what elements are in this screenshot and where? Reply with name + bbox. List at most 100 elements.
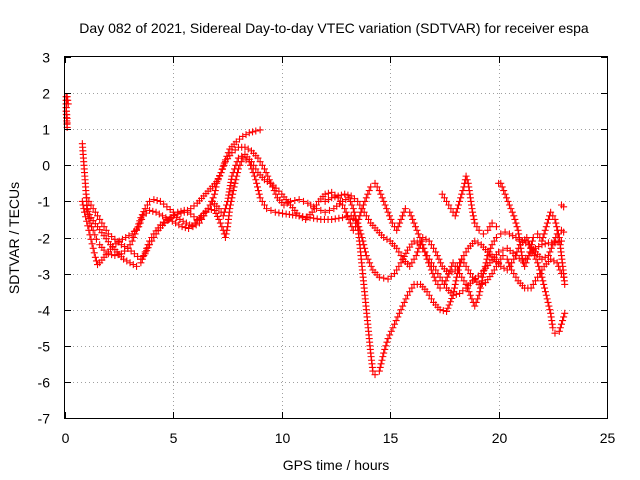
data-point	[216, 219, 224, 227]
data-point	[349, 226, 357, 234]
data-point	[538, 273, 546, 281]
data-point	[460, 277, 468, 285]
data-point	[437, 259, 445, 267]
data-point	[153, 196, 161, 204]
data-point	[339, 214, 347, 222]
data-point	[411, 223, 419, 231]
data-point	[436, 284, 444, 292]
data-point	[539, 234, 547, 241]
x-tick-label: 20	[492, 430, 508, 446]
data-point	[541, 284, 549, 292]
data-point	[84, 208, 92, 216]
data-point	[149, 207, 157, 215]
data-point	[349, 205, 357, 213]
data-point	[395, 309, 403, 317]
data-point	[545, 302, 553, 310]
data-point	[479, 273, 487, 281]
data-point	[398, 212, 406, 220]
data-point	[98, 219, 106, 227]
data-point	[335, 214, 343, 222]
data-point	[138, 211, 146, 219]
data-point	[128, 237, 136, 245]
data-point	[417, 237, 425, 245]
data-point	[469, 208, 477, 216]
data-point	[334, 192, 342, 200]
data-point	[389, 324, 397, 332]
data-point	[393, 244, 401, 252]
data-point	[387, 327, 395, 335]
data-point	[140, 252, 148, 260]
data-point	[528, 241, 536, 249]
data-point	[463, 176, 471, 184]
data-point	[126, 241, 134, 249]
data-point	[83, 194, 91, 202]
data-point	[510, 270, 518, 278]
data-point	[388, 219, 396, 227]
data-point	[215, 215, 223, 223]
data-point	[222, 230, 230, 238]
data-point	[384, 208, 392, 216]
data-point	[393, 266, 401, 274]
data-point	[354, 197, 362, 205]
data-point	[406, 288, 414, 296]
data-point	[177, 207, 185, 215]
data-point	[216, 172, 224, 180]
data-point	[211, 190, 219, 198]
data-point	[465, 288, 473, 296]
data-point	[213, 179, 221, 187]
data-point	[85, 197, 93, 205]
data-point	[402, 249, 410, 257]
data-point	[394, 313, 402, 321]
data-point	[532, 255, 540, 263]
data-point	[471, 302, 479, 310]
data-point	[480, 266, 488, 274]
data-point	[479, 270, 487, 278]
data-point	[272, 190, 280, 198]
data-point	[539, 277, 547, 285]
y-tick-label: -4	[38, 303, 51, 319]
data-point	[364, 255, 372, 263]
data-point	[383, 338, 391, 346]
data-point	[229, 169, 237, 177]
data-point	[91, 253, 99, 261]
data-point	[83, 205, 91, 213]
data-point	[86, 231, 94, 239]
data-point	[358, 205, 366, 213]
data-point	[551, 329, 559, 337]
data-point	[504, 197, 512, 205]
data-point	[385, 212, 393, 220]
data-point	[380, 274, 388, 282]
data-point	[495, 248, 503, 256]
data-point	[275, 209, 283, 217]
data-point	[373, 183, 381, 191]
data-point	[397, 252, 405, 260]
data-point	[423, 288, 431, 296]
x-tick-label: 0	[62, 430, 70, 446]
data-point	[421, 248, 429, 256]
data-point	[299, 197, 307, 205]
data-point	[440, 194, 448, 202]
data-point	[141, 248, 149, 256]
data-point	[544, 252, 552, 260]
data-point	[459, 187, 467, 195]
data-point	[492, 223, 500, 231]
data-point	[356, 201, 364, 209]
data-point	[560, 203, 568, 211]
data-point	[552, 219, 560, 227]
data-point	[367, 262, 375, 270]
data-point	[138, 255, 146, 263]
data-point	[362, 194, 370, 202]
data-point	[256, 158, 264, 166]
data-point	[551, 215, 559, 223]
plot-frame	[64, 56, 608, 419]
data-point	[254, 154, 262, 162]
data-point	[458, 190, 466, 198]
data-point	[554, 230, 562, 238]
data-point	[501, 228, 509, 236]
data-point	[521, 262, 529, 270]
data-point	[258, 161, 266, 169]
data-point	[536, 266, 544, 274]
data-point	[399, 302, 407, 310]
data-point	[523, 234, 531, 241]
data-point	[484, 226, 492, 234]
